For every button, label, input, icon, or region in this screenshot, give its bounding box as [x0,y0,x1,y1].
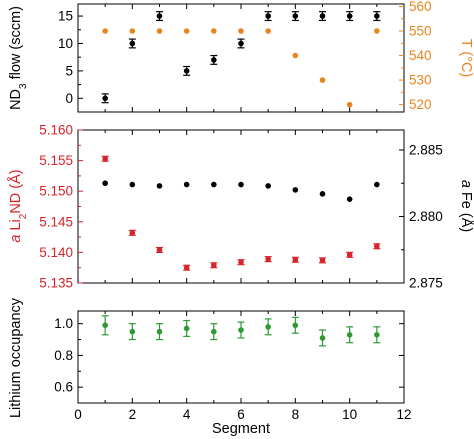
x-tick-label: 2 [129,407,137,422]
data-point [346,196,353,202]
y-left-tick-label: 5.150 [39,184,73,199]
y-left-tick-label: 5.155 [39,153,73,168]
y-left-tick-label: 5.135 [39,276,73,291]
data-point [238,28,244,34]
x-axis-title: Segment [212,421,270,437]
chart-marks: 0 5 10 15 520 530 540 550 560 5.135 5.140 5.145 5.15… [39,0,443,422]
x-tick-label: 10 [342,407,357,422]
y-right-tick-label: 540 [409,48,432,63]
data-point [129,230,136,236]
top-panel-frame [77,3,405,113]
y-left-tick-label: 5.140 [39,245,73,260]
data-point [129,40,136,47]
data-point [183,181,190,188]
data-point [319,191,326,197]
y-left-tick-label: 5.160 [39,123,73,138]
data-point [346,13,353,19]
data-point [238,327,244,333]
data-point [156,328,163,335]
y-left-tick-label: 1.0 [54,316,73,331]
data-point [265,256,271,262]
data-point [211,328,217,335]
data-point [346,331,353,338]
y-left-tick-label: 0 [65,91,73,106]
data-point [211,28,217,34]
data-point [292,52,299,59]
data-point [211,262,217,269]
y-right-tick-label: 520 [409,97,432,112]
data-point [292,187,299,193]
y-right-tick-label: 550 [409,24,432,39]
data-point [102,155,108,162]
data-point [129,181,136,188]
data-point [102,95,108,102]
data-point [265,183,271,189]
y-right-tick-label: 560 [409,0,432,14]
data-point [183,28,190,34]
y-right-tick-label: 2.880 [409,209,443,224]
y-left-tick-label: 10 [58,36,73,51]
x-tick-label: 0 [74,407,82,422]
data-point [156,13,163,19]
middle-left-axis-title: a Li2ND (Å) [7,169,29,242]
data-point [374,181,380,188]
data-point [211,57,217,63]
data-point [265,28,271,34]
data-point [183,264,190,271]
data-point [374,331,380,338]
data-point [238,259,244,265]
y-left-tick-label: 15 [58,9,73,24]
bottom-left-axis-title: Lithium occupancy [8,297,24,418]
data-point [129,28,136,34]
data-point [319,257,326,264]
data-point [374,28,380,34]
data-point [156,247,163,253]
data-point [292,322,299,329]
y-right-tick-label: 530 [409,73,432,88]
data-point [211,181,217,188]
y-left-tick-label: 5.145 [39,214,73,229]
data-point [292,13,299,19]
data-point [346,101,353,108]
y-left-tick-label: 5 [65,63,73,78]
data-point [183,68,190,74]
data-point [265,13,271,19]
y-right-tick-label: 2.885 [409,142,443,157]
top-right-axis-title: T (°C) [458,39,474,78]
data-point [346,252,353,258]
data-point [292,256,299,263]
data-point [102,180,108,187]
x-tick-label: 12 [396,407,411,422]
x-tick-label: 8 [292,407,300,422]
data-point [156,183,163,189]
data-point [238,40,244,47]
data-point [129,328,136,335]
data-point [319,13,326,19]
data-point [319,335,326,341]
x-tick-label: 6 [237,407,245,422]
data-point [156,28,163,34]
data-point [102,322,108,329]
y-right-tick-label: 2.875 [409,276,443,291]
data-point [238,181,244,188]
y-left-tick-label: 0.6 [54,380,73,395]
data-point [265,324,271,330]
top-left-axis-title: ND3 flow (sccm) [8,6,29,110]
data-point [374,243,380,250]
data-point [102,28,108,34]
middle-right-axis-title: a Fe (Å) [458,180,474,232]
data-point [183,325,190,332]
x-tick-label: 4 [183,407,191,422]
data-point [374,13,380,19]
data-point [319,77,326,83]
y-left-tick-label: 0.8 [54,348,73,363]
